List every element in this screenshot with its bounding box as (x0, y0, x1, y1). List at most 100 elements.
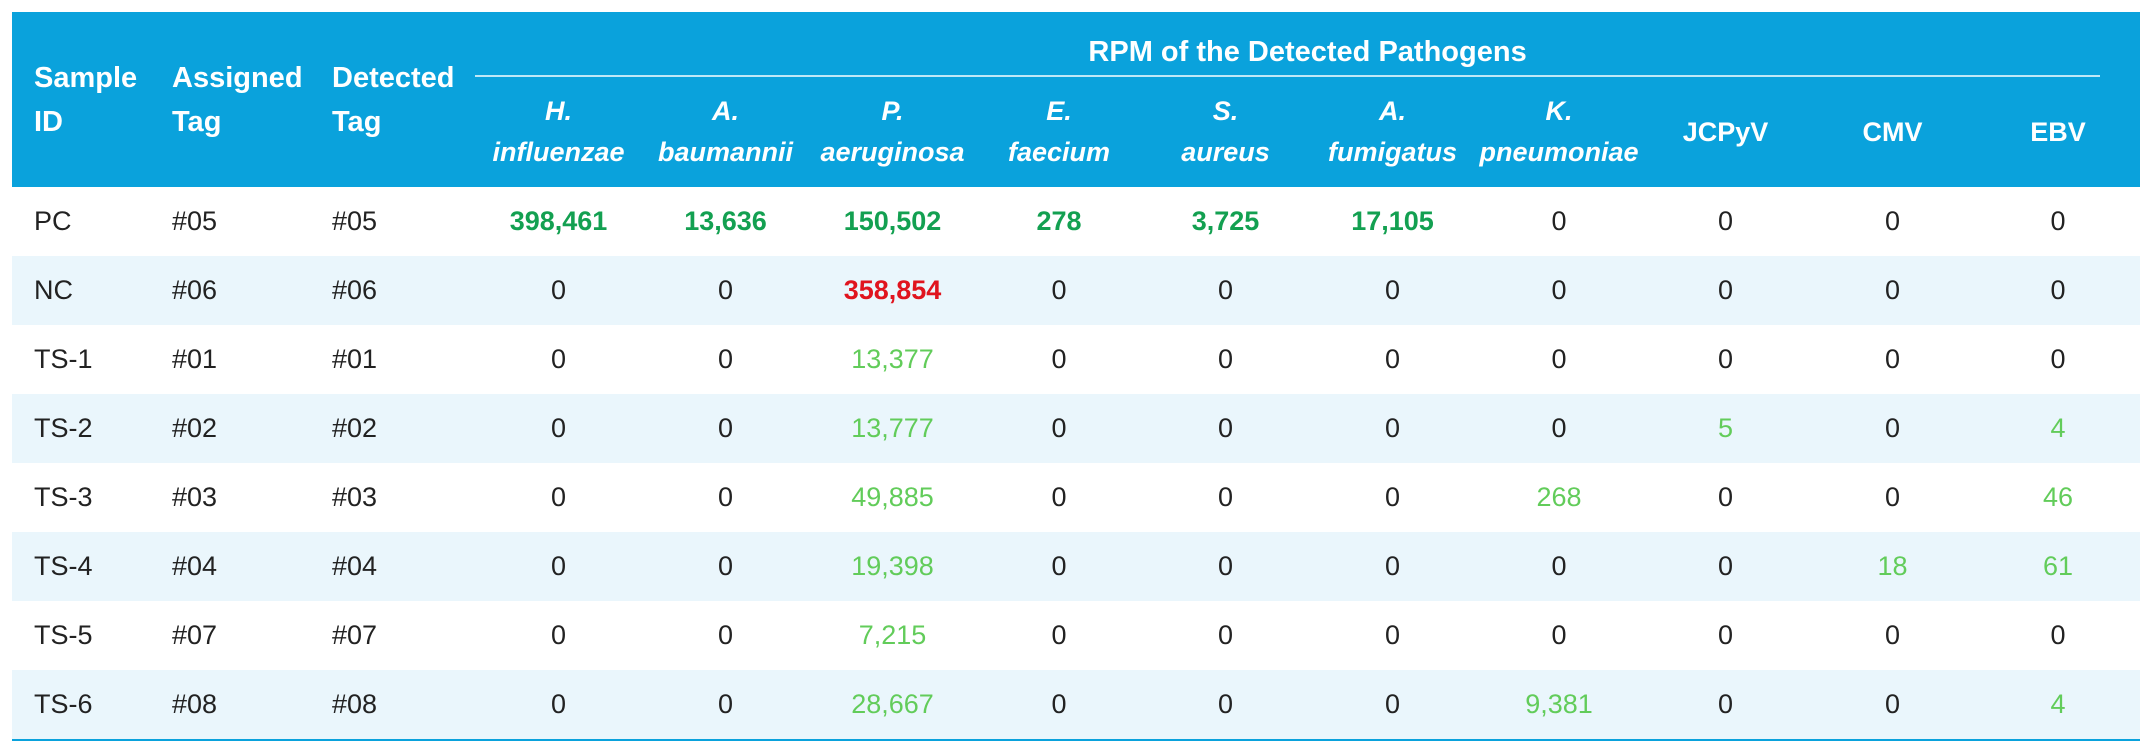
cell-rpm-value: 0 (1142, 394, 1309, 463)
cell-rpm-value: 0 (1884, 344, 1901, 374)
cell-rpm-value: 0 (1976, 256, 2141, 325)
cell-rpm-value: 0 (1717, 482, 1734, 512)
cell-detected-tag: #01 (332, 344, 378, 374)
cell-rpm-value: 0 (1142, 670, 1309, 741)
cell-rpm-value: 28,667 (809, 670, 976, 741)
cell-rpm-value: 0 (976, 394, 1142, 463)
table-row: TS-6 #08 #08 0 0 28,667 0 0 0 9,381 0 0 4 (12, 670, 2141, 741)
cell-rpm-value: 0 (1476, 394, 1642, 463)
cell-rpm-value: 0 (1217, 344, 1234, 374)
cell-rpm-value: 0 (1309, 256, 1476, 325)
cell-rpm-value: 0 (1476, 256, 1642, 325)
cell-assigned-tag: #02 (150, 394, 310, 463)
cell-rpm-value: 0 (1717, 206, 1734, 236)
cell-detected-tag: #03 (332, 482, 378, 512)
cell-rpm-value: 0 (1309, 532, 1476, 601)
header-pathogen-line1: CMV (1862, 116, 1923, 147)
header-pathogen-line1: H. (545, 96, 572, 126)
header-pathogen-line2: fumigatus (1327, 137, 1457, 167)
cell-rpm-value: 0 (1217, 482, 1234, 512)
cell-rpm-value: 13,777 (809, 394, 976, 463)
pathogen-rpm-table: Sample ID Assigned Tag Detected Tag RPM … (12, 12, 2141, 741)
cell-rpm-value: 0 (1642, 256, 1809, 325)
cell-rpm-value: 0 (550, 482, 567, 512)
cell-rpm-value: 358,854 (809, 256, 976, 325)
cell-rpm-value: 0 (550, 620, 567, 650)
cell-rpm-value: 18 (1809, 532, 1976, 601)
table-row: TS-3 #03 #03 0 0 49,885 0 0 0 268 0 0 46 (12, 463, 2140, 532)
cell-rpm-value: 0 (475, 256, 642, 325)
table-header: Sample ID Assigned Tag Detected Tag RPM … (12, 12, 2141, 187)
header-pathogen-line1: P. (881, 96, 904, 126)
cell-rpm-value: 3,725 (1191, 206, 1260, 236)
cell-assigned-tag: #07 (172, 620, 218, 650)
cell-detected-tag: #02 (310, 394, 475, 463)
cell-rpm-value: 0 (475, 394, 642, 463)
cell-rpm-value: 398,461 (509, 206, 608, 236)
cell-rpm-value: 0 (1384, 344, 1401, 374)
cell-rpm-value: 4 (1976, 394, 2141, 463)
table-row: TS-1 #01 #01 0 0 13,377 0 0 0 0 0 0 0 (12, 325, 2140, 394)
cell-rpm-value: 0 (1142, 532, 1309, 601)
header-pathogen-line2: baumannii (657, 137, 793, 167)
cell-rpm-value: 9,381 (1476, 670, 1642, 741)
cell-sample-id: TS-6 (12, 670, 150, 741)
table-row: NC #06 #06 0 0 358,854 0 0 0 0 0 0 0 (12, 256, 2141, 325)
cell-detected-tag: #04 (310, 532, 475, 601)
cell-rpm-value: 0 (642, 670, 809, 741)
cell-rpm-value: 0 (1384, 482, 1401, 512)
cell-rpm-value: 0 (550, 344, 567, 374)
header-pathogen-line1: A. (712, 96, 739, 126)
cell-rpm-value: 150,502 (843, 206, 942, 236)
cell-rpm-value: 0 (475, 670, 642, 741)
cell-rpm-value: 0 (1884, 206, 1901, 236)
cell-rpm-value: 0 (976, 532, 1142, 601)
cell-rpm-value: 0 (475, 532, 642, 601)
header-pathogen-line1: K. (1545, 96, 1573, 126)
cell-sample-id: TS-5 (34, 620, 93, 650)
table-row: TS-4 #04 #04 0 0 19,398 0 0 0 0 0 18 61 (12, 532, 2141, 601)
cell-rpm-value: 0 (1551, 620, 1567, 650)
cell-rpm-value: 13,636 (684, 206, 767, 236)
cell-detected-tag: #08 (310, 670, 475, 741)
table-body: PC #05 #05 398,461 13,636 150,502 278 3,725 17,1… (12, 187, 2141, 741)
cell-rpm-value: 5 (1642, 394, 1809, 463)
cell-sample-id: TS-4 (12, 532, 150, 601)
cell-rpm-value: 0 (1717, 344, 1734, 374)
cell-rpm-value: 0 (2050, 206, 2066, 236)
cell-rpm-value: 0 (2050, 620, 2066, 650)
cell-rpm-value: 0 (1051, 344, 1067, 374)
header-pathogen: A. fumigatus (1309, 77, 1476, 187)
cell-detected-tag: #06 (310, 256, 475, 325)
cell-rpm-value: 0 (1809, 256, 1976, 325)
results-table-wrapper: Sample ID Assigned Tag Detected Tag RPM … (12, 12, 2141, 741)
cell-assigned-tag: #01 (172, 344, 218, 374)
cell-rpm-value: 0 (1884, 620, 1901, 650)
group-underline (475, 75, 2141, 77)
header-sample-id: Sample ID (12, 12, 150, 187)
header-pathogen-line2: aureus (1181, 137, 1270, 167)
cell-rpm-value: 0 (717, 620, 734, 650)
header-pathogen-line1: JCPyV (1682, 116, 1769, 147)
cell-rpm-value: 0 (1051, 620, 1067, 650)
header-pathogen-line1: EBV (2030, 116, 2086, 147)
cell-sample-id: PC (34, 206, 72, 236)
cell-rpm-value: 4 (1976, 670, 2141, 741)
cell-rpm-value: 0 (1551, 344, 1567, 374)
cell-sample-id: TS-1 (34, 344, 93, 374)
cell-rpm-value: 0 (1309, 394, 1476, 463)
cell-rpm-value: 0 (1717, 620, 1734, 650)
table-row: PC #05 #05 398,461 13,636 150,502 278 3,725 17,1… (12, 187, 2140, 256)
cell-rpm-value: 0 (1642, 532, 1809, 601)
header-pathogen: S. aureus (1142, 77, 1309, 187)
cell-rpm-value: 0 (1217, 620, 1234, 650)
cell-rpm-value: 268 (1536, 482, 1582, 512)
header-pathogen-line1: S. (1212, 96, 1239, 126)
table-row: TS-2 #02 #02 0 0 13,777 0 0 0 0 5 0 4 (12, 394, 2141, 463)
cell-assigned-tag: #05 (172, 206, 218, 236)
cell-rpm-value: 0 (642, 532, 809, 601)
cell-rpm-value: 0 (1051, 482, 1067, 512)
cell-rpm-value: 0 (1884, 482, 1901, 512)
header-pathogen: P. aeruginosa (809, 77, 976, 187)
cell-rpm-value: 0 (1642, 670, 1809, 741)
